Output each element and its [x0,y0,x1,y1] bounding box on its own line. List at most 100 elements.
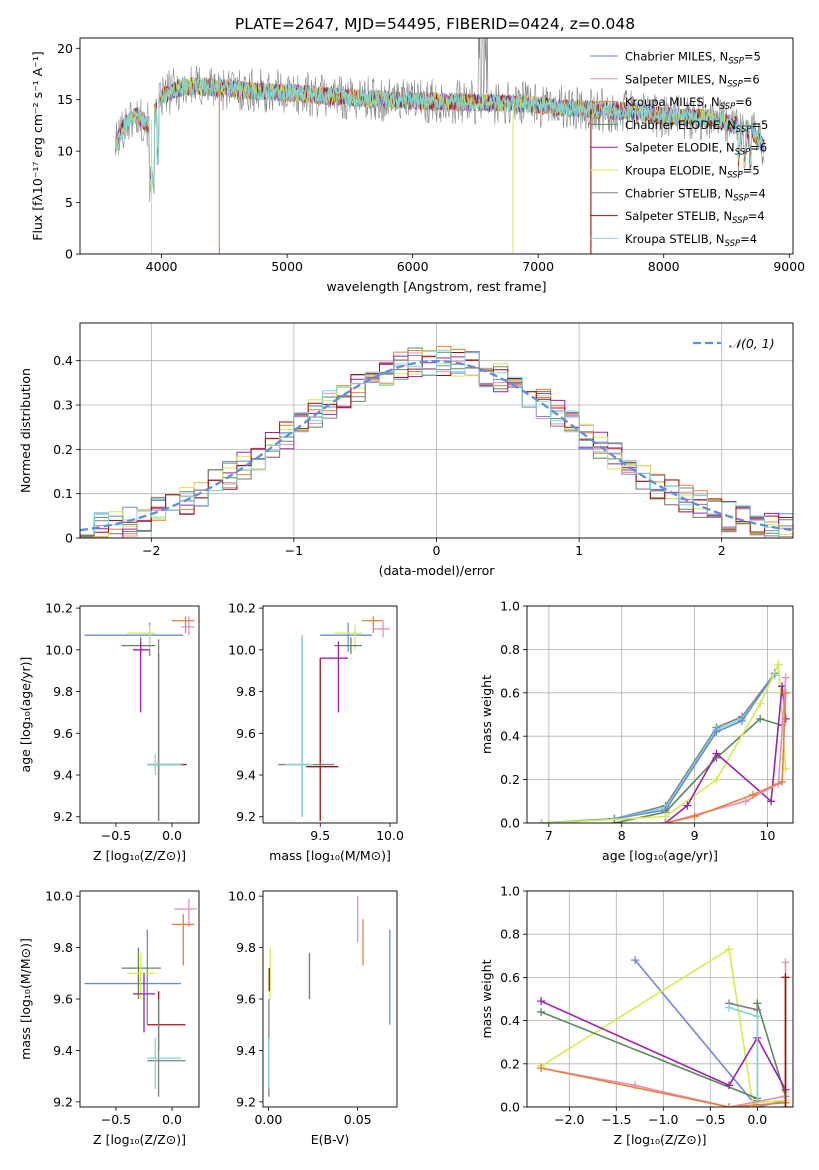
x-tick-label: 10.0 [376,828,404,843]
legend-suffix: =4 [749,186,766,200]
x-tick-label: 0.05 [344,1112,372,1127]
weight-marker-salpeter_miles [781,958,790,967]
weight-marker-chabrier_miles [631,956,640,965]
legend-label-kroupa_elodie: Kroupa ELODIE, NSSP=5 [625,164,760,181]
weight-marker-kroupa_elodie [725,945,734,954]
weight-marker-kroupa_miles [537,1064,546,1073]
axes-frame [526,605,794,824]
weight-marker-chabrier_miles [737,717,746,726]
figure-title: PLATE=2647, MJD=54495, FIBERID=0424, z=0… [235,15,635,33]
weight-marker-kroupa_elodie [756,699,765,708]
y-tick-label: 9.2 [236,809,256,824]
weight-marker-chabrier_miles [712,727,721,736]
y-tick-label: 0.4 [500,729,520,744]
y-tick-label: 10.0 [228,889,256,904]
y-tick-label: 10.0 [45,889,73,904]
x-tick-label: 8000 [648,259,680,274]
axes-frame [79,37,794,255]
x-axis-label: mass [log₁₀(M/M⊙)] [269,848,391,863]
weight-marker-chabrier_elodie [610,819,619,823]
weight-marker-kroupa_miles [748,790,757,799]
age-vs-mass-panel: 9.5 10.0 9.2 9.4 9.6 9.8 10.0 10.2 mass [log₁₀(M… [228,601,404,863]
x-tick-label: 7000 [522,259,554,274]
legend-subscript: SSP [733,193,749,203]
y-tick-label: 1.0 [500,599,520,614]
legend-label-kroupa_miles: Kroupa MILES, NSSP=6 [625,95,752,112]
y-tick-label: 9.2 [53,1094,73,1109]
legend-label-salpeter_stelib: Salpeter STELIB, NSSP=4 [625,209,765,226]
legend-label-salpeter_miles: Salpeter MILES, NSSP=6 [625,72,760,89]
y-tick-label: 0.4 [53,353,73,368]
legend-label-chabrier_miles: Chabrier MILES, NSSP=5 [625,50,761,67]
y-tick-label: 9.4 [236,768,256,783]
legend-text: Chabrier STELIB, N [625,186,733,200]
legend-subscript: SSP [727,79,743,89]
y-tick-label: 0.4 [500,1013,520,1028]
y-tick-label: 0.6 [500,970,520,985]
x-tick-label: −2 [142,543,160,558]
x-tick-label: 10 [760,828,776,843]
y-axis-label: mass weight [479,959,494,1038]
legend-suffix: =6 [743,72,760,86]
y-tick-label: 9.2 [236,1094,256,1109]
weight-marker-kroupa_stelib [537,819,546,823]
y-tick-label: 5 [65,195,73,210]
x-tick-label: 0.00 [254,1112,282,1127]
y-tick-label: 0.2 [500,1056,520,1071]
weight-marker-kroupa_miles [661,819,670,823]
x-tick-label: −2.0 [554,1112,584,1127]
weight-marker-chabrier_elodie [537,1007,546,1016]
axes-frame [262,890,398,1108]
legend-subscript: SSP [736,125,752,135]
mass-vs-EBV-plot-area [268,896,391,1097]
legend-suffix: =5 [744,50,761,64]
y-tick-label: 15 [57,92,73,107]
y-tick-label: 1.0 [500,884,520,899]
mass-vs-EBV-panel: 0.00 0.05 9.2 9.4 9.6 9.8 10.0 E(B-V) [228,889,398,1147]
weight-marker-salpeter_elodie [725,1081,734,1090]
legend-text: Salpeter STELIB, N [625,209,732,223]
x-axis-label: wavelength [Angstrom, rest frame] [326,279,546,294]
axes-frame [79,322,794,539]
y-axis-label: mass [log₁₀(M/M⊙)] [18,938,33,1060]
y-tick-label: 0.6 [500,685,520,700]
y-axis-label: mass weight [479,675,494,754]
legend-suffix: =5 [751,118,768,132]
weight-marker-salpeter_elodie [712,749,721,758]
y-tick-label: 10.0 [228,642,256,657]
y-tick-label: 9.6 [236,992,256,1007]
legend-text: Chabrier MILES, N [625,50,728,64]
x-axis-label: (data-model)/error [379,563,496,578]
y-tick-label: 10 [57,144,73,159]
x-tick-label: 5000 [271,259,303,274]
weight-marker-kroupa_stelib [725,1003,734,1012]
x-axis-label: Z [log₁₀(Z/Z⊙)] [93,1132,186,1147]
legend-subscript: SSP [735,148,751,158]
y-tick-label: 10.0 [45,642,73,657]
y-tick-label: 9.6 [236,726,256,741]
legend-subscript: SSP [727,171,743,181]
legend-subscript: SSP [732,216,748,226]
y-tick-label: 9.4 [53,768,73,783]
age-vs-Z-plot-area [84,616,195,821]
legend-suffix: =4 [748,209,765,223]
charts-layer: 4000 5000 6000 7000 8000 900005101520waveleng… [18,37,805,1147]
y-tick-label: 0 [65,247,73,262]
weight-marker-kroupa_miles [778,777,787,786]
x-axis-label: Z [log₁₀(Z/Z⊙)] [93,848,186,863]
mass-weight-vs-Z-panel: −2.0 −1.5 −1.0 −0.5 0.0 0.0 0.2 0.4 0.6 0.8 1.0 Z [… [479,884,794,1147]
weight-marker-kroupa_miles [690,812,699,821]
legend-subscript: SSP [728,57,744,67]
y-tick-label: 10.2 [228,601,256,616]
x-tick-label: 4000 [146,259,178,274]
legend-label-gaussian: 𝒩(0, 1) [729,336,775,351]
y-tick-label: 0.2 [500,772,520,787]
y-tick-label: 9.8 [236,940,256,955]
x-tick-label: 9 [691,828,699,843]
x-tick-label: −1.5 [601,1112,631,1127]
x-axis-label: age [log₁₀(age/yr)] [602,848,718,863]
x-tick-label: 9000 [773,259,805,274]
legend-suffix: =6 [735,95,752,109]
legend-label-salpeter_elodie: Salpeter ELODIE, NSSP=6 [625,141,767,158]
